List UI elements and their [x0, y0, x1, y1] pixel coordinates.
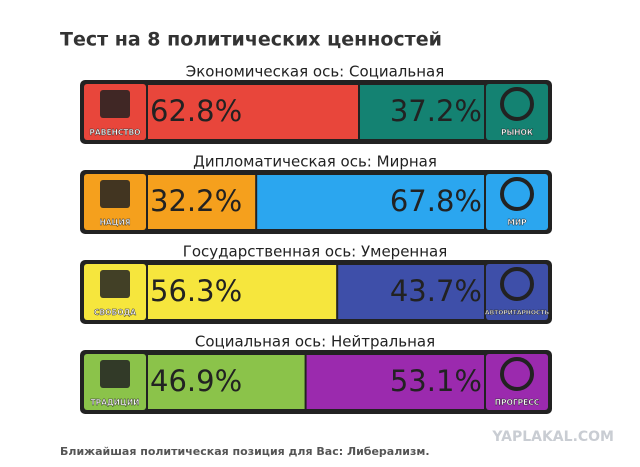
right-icon-glyph: [500, 357, 534, 391]
right-segment: [305, 355, 484, 409]
axis-title: Государственная ось: Умеренная: [183, 243, 448, 261]
right-segment: [359, 85, 484, 139]
right-segment: [337, 265, 484, 319]
left-segment: [148, 265, 338, 319]
right-value: 67.8%: [390, 184, 482, 218]
axis-title: Социальная ось: Нейтральная: [195, 333, 435, 351]
left-value: 62.8%: [150, 94, 242, 128]
right-segment: [256, 175, 484, 229]
right-icon-glyph: [500, 267, 534, 301]
left-icon-glyph: [100, 180, 130, 208]
right-icon-label: АВТОРИТАРНОСТЬ: [485, 310, 550, 317]
title: Тест на 8 политических ценностей: [60, 29, 442, 51]
right-value: 43.7%: [390, 274, 482, 308]
left-icon-glyph: [100, 90, 130, 118]
right-icon-label: РЫНОК: [501, 128, 534, 137]
left-value: 56.3%: [150, 274, 242, 308]
left-icon-label: СВОБОДА: [94, 308, 136, 317]
left-segment: [148, 85, 360, 139]
right-value: 53.1%: [390, 364, 482, 398]
left-value: 46.9%: [150, 364, 242, 398]
left-segment: [148, 175, 257, 229]
left-icon-label: НАЦИЯ: [99, 218, 130, 227]
footer: Ближайшая политическая позиция для Вас: …: [60, 445, 430, 458]
axis-title: Дипломатическая ось: Мирная: [193, 153, 437, 171]
left-value: 32.2%: [150, 184, 242, 218]
watermark: YAPLAKAL.COM: [491, 429, 614, 445]
right-icon-label: МИР: [507, 218, 527, 227]
left-icon-glyph: [100, 360, 130, 388]
right-value: 37.2%: [390, 94, 482, 128]
left-icon-label: ТРАДИЦИИ: [91, 398, 140, 407]
right-icon-glyph: [500, 87, 534, 121]
axis-title: Экономическая ось: Социальная: [186, 63, 444, 81]
left-icon-label: РАВЕНСТВО: [89, 128, 140, 137]
left-segment: [148, 355, 306, 409]
right-icon-glyph: [500, 177, 534, 211]
right-icon-label: ПРОГРЕСС: [495, 398, 540, 407]
left-icon-glyph: [100, 270, 130, 298]
